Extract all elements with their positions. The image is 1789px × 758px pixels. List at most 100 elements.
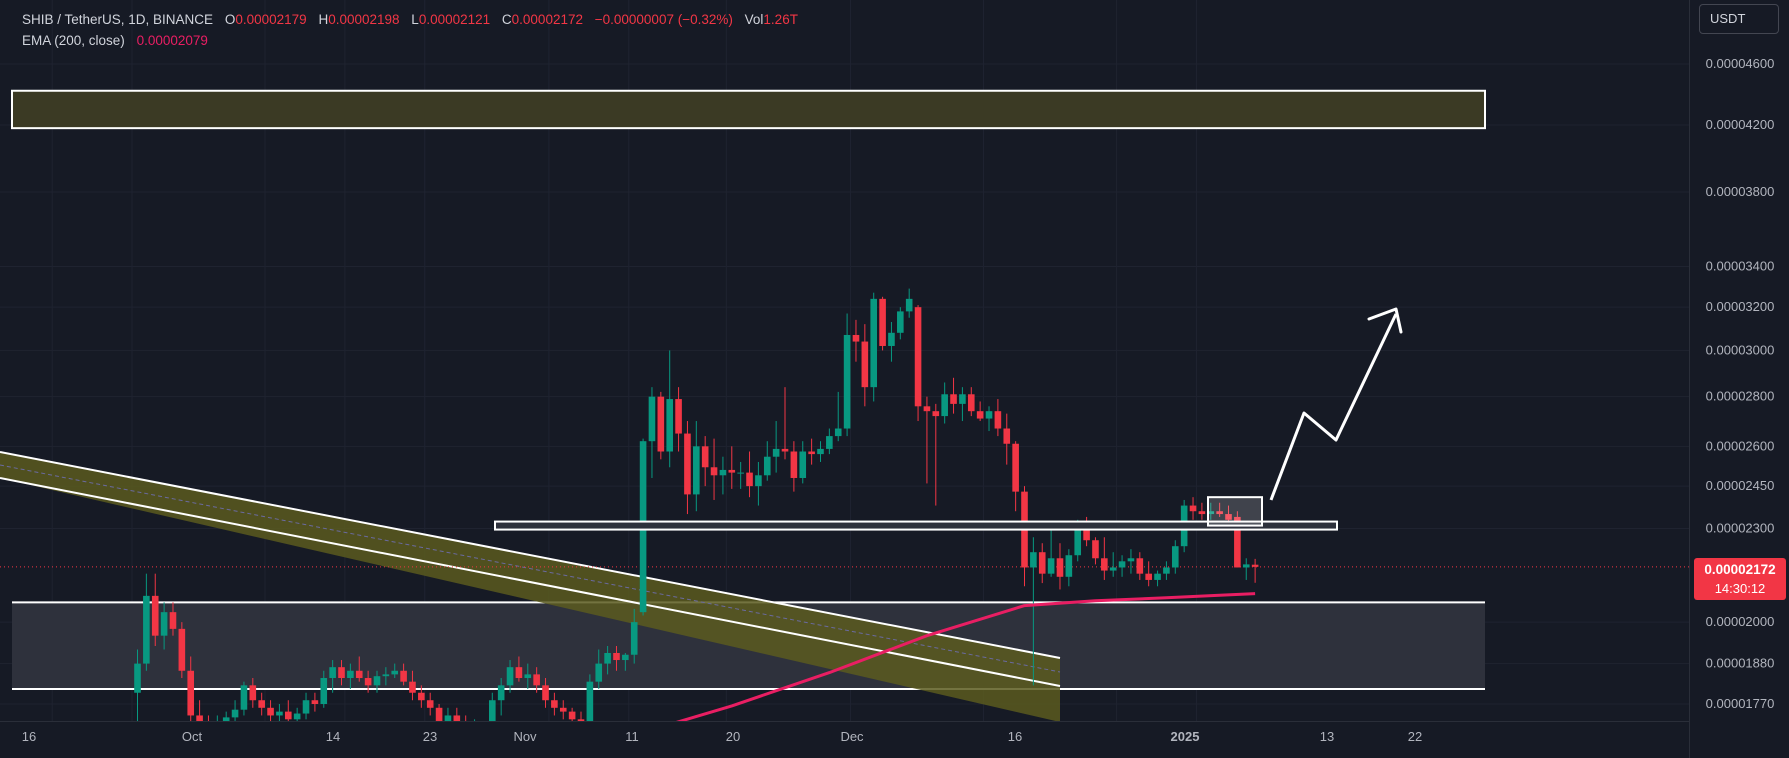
candle-body [728,469,736,473]
time-tick-label: 13 [1320,729,1334,744]
candle-body [772,448,780,457]
candle-body [160,612,168,636]
time-tick-label: Dec [840,729,864,744]
candle-body [471,727,478,731]
candle [1189,497,1197,520]
candle [1030,537,1037,686]
candle-body [905,298,913,312]
candle [657,391,665,460]
candle [1021,486,1028,587]
time-tick-label: 22 [1408,729,1422,744]
candle [311,692,319,712]
candle [196,700,203,721]
candle [648,387,656,478]
candle [1154,570,1161,587]
candle-body [329,667,336,679]
symbol-label[interactable]: SHIB / TetherUS, 1D, BINANCE [22,12,214,27]
candle [435,704,443,721]
projection-arrow-head [1367,307,1403,334]
candle [728,446,736,489]
candle [524,663,532,690]
candle [533,667,540,693]
candle [489,692,496,721]
candle [320,670,328,708]
low-label: L [411,12,419,27]
candle [169,602,177,636]
candle [1065,549,1073,587]
candle-body [1234,516,1241,568]
candle [701,436,709,487]
candle [595,649,603,690]
candle-body [276,711,283,716]
last-price-tag: 0.00002172 14:30:12 [1694,558,1786,600]
descending-channel-upper-line [0,451,1061,659]
candle-body [985,411,993,419]
ema-200-line [675,592,1256,721]
candle-body [551,700,558,708]
candle-body [923,406,931,412]
candle [382,667,390,686]
candle [914,305,922,422]
candle [1118,555,1126,577]
candle-body [134,663,141,693]
candle [559,700,567,720]
candle-body [622,654,629,661]
candle-body [1198,511,1206,515]
candle-body [781,448,789,452]
candle [497,678,505,716]
candle [870,292,878,402]
price-axis-separator [1689,0,1690,758]
candle-body [914,307,922,407]
candle [755,461,762,506]
candle-body [719,469,727,476]
currency-selector-button[interactable]: USDT [1699,4,1779,34]
candle [551,692,558,716]
candle-body [1047,558,1055,574]
candle [178,622,186,679]
descending-channel-midline [0,464,1061,673]
candle-body [284,711,292,720]
candle-body [950,394,957,404]
candle [515,656,523,682]
candle-body [320,678,328,704]
candle [666,350,673,468]
candle [763,441,771,481]
candle-body [382,674,390,677]
candle [985,406,993,432]
candle [710,438,718,500]
candle-body [755,475,762,487]
candle-body [524,674,532,679]
candle-body [480,727,487,739]
candle [542,678,549,708]
candle-body [834,428,842,437]
candle [1092,537,1099,565]
candle-body [1189,505,1197,512]
time-tick-label: 2025 [1171,729,1200,744]
candle-body [630,622,638,655]
candle [967,387,975,417]
price-tick-label: 0.00002600 [1706,438,1775,453]
ema-label[interactable]: EMA (200, close) [22,33,125,48]
candle-body [897,311,904,333]
candle [737,461,744,489]
candle-body [1154,573,1161,580]
candle [879,296,886,351]
candle-body [400,670,407,682]
candle [861,324,869,407]
candle-body [693,446,700,495]
candle-body [214,723,221,731]
candle [905,288,913,318]
resistance-line-box [494,520,1338,531]
candle-body [196,715,203,721]
candle [214,715,221,731]
candle [480,723,487,747]
candle-body [994,411,1002,429]
candle [817,441,824,462]
candle-body [613,652,620,661]
candle-body [932,411,940,417]
candle-body [976,411,984,419]
candle-body [143,595,150,664]
time-tick-label: 16 [22,729,36,744]
candle-body [542,685,549,701]
